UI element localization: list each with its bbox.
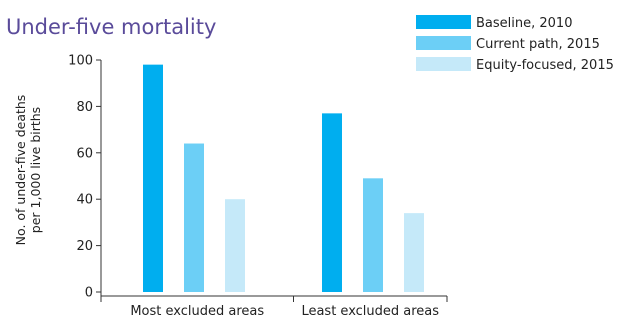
y-tick-label: 0	[85, 286, 93, 301]
bar-least-excluded-series-3	[404, 213, 424, 292]
legend-label: Current path, 2015	[476, 37, 600, 52]
x-category-label: Most excluded areas	[130, 304, 264, 319]
legend-label: Equity-focused, 2015	[476, 58, 614, 73]
axes: 0 20 40 60 80 100 Most excluded areas Least exc…	[68, 54, 448, 319]
y-tick-label: 80	[76, 100, 93, 115]
y-axis-label-line-1: No. of under-five deaths	[13, 95, 28, 246]
legend-swatch	[416, 36, 471, 50]
bar-most-excluded-series-1	[143, 64, 163, 292]
bar-most-excluded-series-2	[184, 143, 204, 292]
y-axis-label: No. of under-five deaths per 1,000 live …	[13, 95, 43, 246]
y-tick-label: 40	[76, 193, 93, 208]
legend-swatch	[416, 15, 471, 29]
bars	[143, 64, 424, 292]
bar-least-excluded-series-1	[322, 113, 342, 292]
bar-least-excluded-series-2	[363, 178, 383, 292]
y-tick-label: 100	[68, 54, 93, 69]
chart-title: Under-five mortality	[6, 15, 216, 39]
legend-swatch	[416, 57, 471, 71]
y-axis-label-line-2: per 1,000 live births	[28, 107, 43, 233]
legend-label: Baseline, 2010	[476, 16, 572, 31]
legend: Baseline, 2010 Current path, 2015 Equity-f…	[416, 15, 614, 73]
bar-most-excluded-series-3	[225, 199, 245, 292]
y-tick-label: 60	[76, 146, 93, 161]
y-tick-label: 20	[76, 239, 93, 254]
x-category-label: Least excluded areas	[301, 304, 439, 319]
